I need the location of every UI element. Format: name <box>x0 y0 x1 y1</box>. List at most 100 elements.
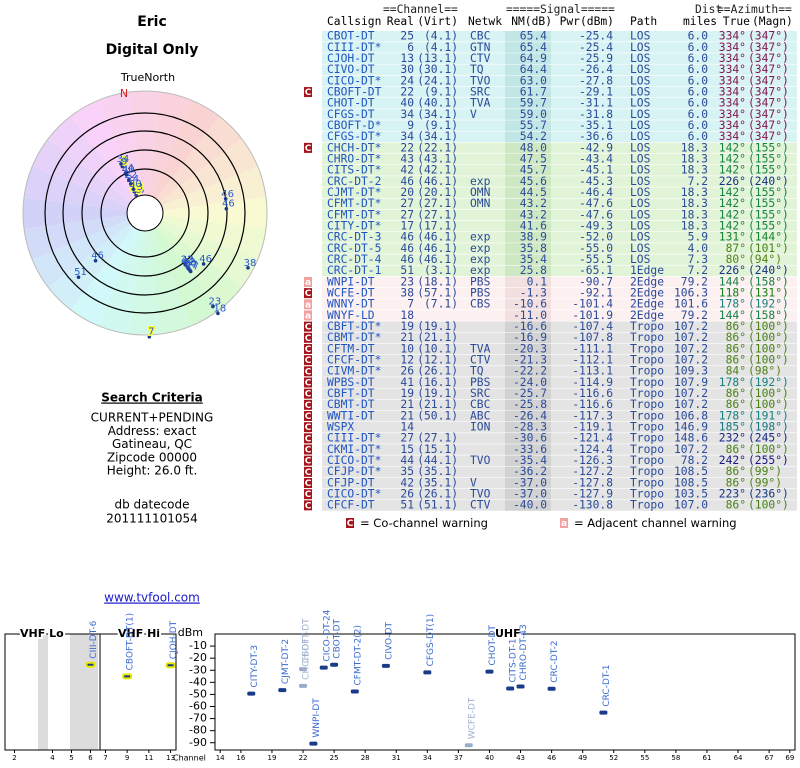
cell-net: ABC <box>470 409 490 422</box>
warning-flag-letter: C <box>305 479 312 489</box>
cell-magn: (347°) <box>748 41 789 54</box>
cell-virt: (21.1) <box>417 398 458 411</box>
station-dot <box>123 171 128 175</box>
x-tick-label: 37 <box>454 754 463 762</box>
warning-flag <box>304 478 312 488</box>
warning-flag-letter: C <box>305 401 312 411</box>
cell-net: ION <box>470 421 491 434</box>
compass-sector <box>145 197 267 229</box>
cell-magn: (100°) <box>748 443 789 456</box>
cell-nm: 61.7 <box>520 85 547 98</box>
cell-miles: 7.2 <box>688 175 708 188</box>
cell-miles: 18.3 <box>681 197 708 210</box>
cell-call: CBOT-DT <box>327 30 375 43</box>
cell-virt: (34.1) <box>417 130 458 143</box>
station-marker <box>506 686 515 691</box>
warning-flag <box>304 500 312 511</box>
nm-column <box>505 433 551 444</box>
cell-az: 334° <box>719 30 746 43</box>
cell-magn: (100°) <box>748 354 789 367</box>
cell-real: 18 <box>400 309 414 322</box>
station-channel: 7 <box>148 327 154 338</box>
cell-az: 87° <box>726 242 746 255</box>
db-label: db datecode <box>114 498 189 512</box>
cell-nm: 43.2 <box>520 197 547 210</box>
cell-net: SRC <box>470 387 490 400</box>
warning-flag <box>304 455 312 466</box>
cell-pwr: -55.0 <box>579 242 613 255</box>
cell-net: CBC <box>470 30 490 43</box>
cell-virt: (22.1) <box>417 141 458 154</box>
compass-sector <box>145 213 192 334</box>
warning-flag <box>304 410 312 421</box>
cell-pwr: -31.1 <box>579 97 613 110</box>
cell-nm: -36.2 <box>513 465 547 478</box>
cell-pwr: -127.2 <box>572 465 613 478</box>
cell-real: 27 <box>400 208 414 221</box>
nm-column <box>505 500 551 511</box>
cell-real: 25 <box>400 30 414 43</box>
cell-miles: 106.8 <box>674 409 708 422</box>
cell-pwr: -92.1 <box>579 286 613 299</box>
table-row <box>322 98 797 109</box>
cell-nm: -16.6 <box>513 320 547 333</box>
nm-column <box>505 377 551 388</box>
cell-real: 44 <box>400 454 414 467</box>
cell-pwr: -107.8 <box>572 331 613 344</box>
unused-band <box>70 634 98 750</box>
cell-miles: 106.3 <box>674 286 708 299</box>
cell-miles: 6.0 <box>688 41 709 54</box>
cell-real: 20 <box>400 186 414 199</box>
range-ring <box>22 90 268 336</box>
cell-nm: -21.3 <box>513 354 547 367</box>
cell-pwr: -127.9 <box>572 488 613 501</box>
cell-net: V <box>470 108 477 121</box>
compass-sector <box>145 213 220 326</box>
y-tick-label: -30 <box>189 663 207 676</box>
cell-pwr: -45.3 <box>579 175 613 188</box>
cell-nm: -20.3 <box>513 342 547 355</box>
cell-miles: 79.2 <box>681 309 708 322</box>
cell-real: 19 <box>400 387 414 400</box>
column-header: (Virt) <box>417 15 458 28</box>
x-tick-label: 43 <box>516 754 525 762</box>
warning-flag-letter: a <box>305 300 311 310</box>
cell-pwr: -25.9 <box>579 52 613 65</box>
station-dot <box>211 304 215 309</box>
cell-net: exp <box>470 175 491 188</box>
site-link[interactable]: www.tvfool.com <box>104 591 200 605</box>
cell-az: 334° <box>719 41 746 54</box>
cell-path: LOS <box>630 74 651 87</box>
x-tick-label: 58 <box>671 754 680 762</box>
cell-miles: 146.9 <box>674 421 708 434</box>
legend-text: = Co-channel warning <box>360 516 488 530</box>
station-channel: 34 <box>117 154 130 165</box>
cell-miles: 4.0 <box>688 242 709 255</box>
station-marker <box>330 662 339 667</box>
cell-path: LOS <box>630 197 651 210</box>
y-tick-label: -50 <box>189 687 207 700</box>
cell-miles: 6.0 <box>688 52 709 65</box>
cell-magn: (100°) <box>748 398 789 411</box>
x-tick-label: 6 <box>88 754 93 762</box>
table-row <box>322 53 797 64</box>
cell-nm: 55.7 <box>520 119 547 132</box>
cell-nm: -10.6 <box>513 298 547 311</box>
cell-nm: 65.4 <box>520 30 547 43</box>
cell-path: LOS <box>630 152 651 165</box>
x-tick-label: 64 <box>734 754 743 762</box>
cell-real: 7 <box>407 298 414 311</box>
table-row <box>322 131 797 143</box>
cell-path: LOS <box>630 141 651 154</box>
cell-miles: 107.2 <box>674 443 708 456</box>
cell-nm: 65.4 <box>520 41 547 54</box>
cell-pwr: -117.3 <box>572 409 613 422</box>
cell-virt: (21.1) <box>417 331 458 344</box>
warning-flag-letter: C <box>305 334 312 344</box>
cell-path: 2Edge <box>630 298 664 311</box>
cell-real: 42 <box>400 476 414 489</box>
warning-flag <box>304 310 312 321</box>
cell-pwr: -29.1 <box>579 85 613 98</box>
cell-nm: -35.4 <box>513 454 547 467</box>
cell-az: 334° <box>719 119 746 132</box>
